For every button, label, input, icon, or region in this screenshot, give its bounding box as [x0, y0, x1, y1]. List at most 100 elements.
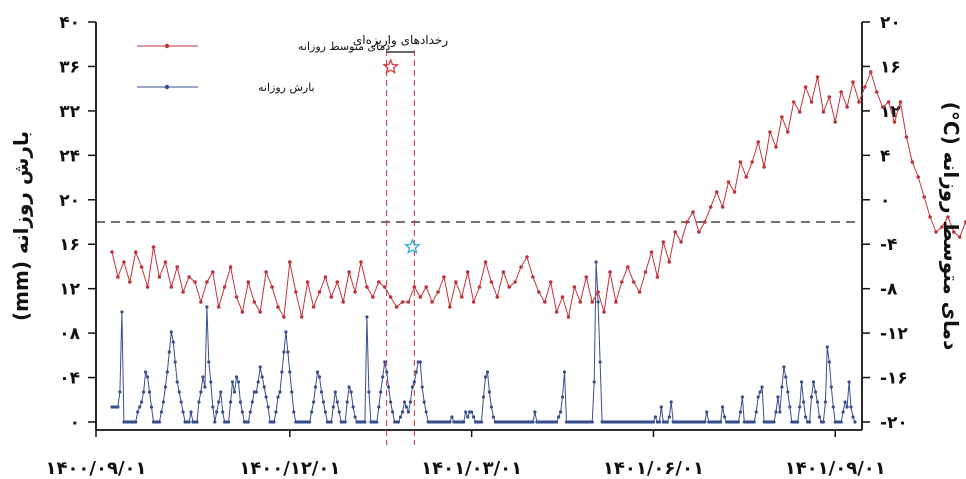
temperature-point — [382, 285, 387, 289]
precipitation-point — [559, 410, 563, 414]
precipitation-point — [163, 385, 167, 389]
precipitation-point — [138, 405, 142, 409]
precipitation-point — [489, 405, 493, 409]
debris-event-lines — [386, 50, 415, 445]
temperature-point — [122, 260, 126, 264]
precipitation-point — [736, 420, 741, 424]
temperature-point — [400, 300, 405, 304]
right-axis-ticks: -۲۰ -۱۶ -۱۲ -۸ -۴ ۰ ۴ ۱۲ ۱۶ ۲۰ — [862, 13, 908, 433]
precipitation-point — [167, 350, 171, 354]
temperature-point — [341, 300, 346, 304]
precipitation-point — [815, 400, 820, 404]
temperature-point — [246, 280, 251, 284]
precipitation-point — [383, 360, 387, 364]
precipitation-point — [134, 420, 138, 424]
temperature-point — [412, 285, 417, 289]
precipitation-point — [418, 360, 422, 364]
precipitation-point — [343, 420, 347, 424]
precipitation-point — [276, 395, 280, 399]
legend-precip-marker — [164, 84, 170, 90]
precipitation-point — [752, 420, 756, 424]
temperature-point — [768, 130, 772, 134]
temperature-point — [963, 220, 966, 224]
right-tick-label: -۱۲ — [880, 324, 908, 344]
precipitation-point — [533, 410, 537, 414]
precipitation-point — [205, 305, 209, 309]
temperature-point — [145, 285, 150, 289]
left-tick-label: ۰۸ — [59, 324, 80, 344]
precipitation-point — [213, 420, 217, 424]
temperature-point — [845, 105, 849, 109]
temperature-point — [371, 295, 375, 299]
precipitation-point — [802, 400, 806, 404]
temperature-point — [199, 300, 203, 304]
temperature-point — [116, 275, 120, 279]
precipitation-point — [853, 420, 857, 424]
precipitation-point — [562, 370, 567, 374]
temperature-point — [584, 275, 589, 279]
precipitation-point — [118, 390, 122, 394]
temperature-point — [797, 110, 802, 114]
precipitation-point — [256, 380, 260, 384]
precipitation-point — [470, 410, 474, 414]
precipitation-point — [209, 380, 213, 384]
precipitation-point — [420, 385, 424, 389]
temperature-point — [661, 240, 666, 244]
temperature-point — [288, 260, 292, 264]
precipitation-point — [483, 375, 488, 379]
temperature-point — [821, 110, 826, 114]
precipitation-point — [230, 380, 235, 384]
precipitation-point — [217, 400, 221, 404]
temperature-point — [880, 105, 885, 109]
precipitation-point — [207, 360, 211, 364]
x-tick-label: ۱۴۰۱/۰۹/۰۱ — [785, 458, 886, 479]
temperature-point — [946, 215, 950, 219]
precipitation-point — [738, 410, 743, 414]
precipitation-point — [149, 405, 154, 409]
temperature-point — [388, 295, 393, 299]
precipitation-point — [823, 400, 828, 404]
temperature-point — [560, 295, 565, 299]
temperature-point — [507, 285, 512, 289]
precipitation-point — [659, 405, 663, 409]
temperature-point — [454, 280, 458, 284]
precipitation-point — [760, 385, 764, 389]
temperature-point — [578, 300, 583, 304]
precipitation-point — [491, 415, 495, 419]
temperature-point — [928, 215, 932, 219]
precipitation-point — [195, 420, 199, 424]
precipitation-point — [657, 420, 662, 424]
temperature-point — [922, 195, 926, 199]
temperature-point — [222, 285, 227, 289]
temperature-point — [442, 275, 446, 279]
precipitation-point — [288, 370, 292, 374]
temperature-point — [738, 160, 743, 164]
temperature-point — [329, 295, 334, 299]
temperature-point — [110, 250, 114, 254]
temperature-point — [655, 275, 660, 279]
precipitation-point — [375, 420, 379, 424]
precipitation-point — [142, 390, 146, 394]
precipitation-point — [211, 405, 215, 409]
precipitation-point — [555, 420, 559, 424]
precipitation-point — [345, 400, 349, 404]
temperature-point — [483, 260, 488, 264]
precipitation-point — [351, 405, 355, 409]
precipitation-point — [389, 400, 393, 404]
precipitation-point — [422, 400, 426, 404]
precipitation-point — [798, 405, 802, 409]
precipitation-point — [116, 405, 120, 409]
precipitation-point — [596, 300, 600, 304]
temperature-point — [649, 250, 654, 254]
temperature-point — [750, 160, 754, 164]
temperature-point — [276, 305, 280, 309]
temperature-peak-star — [382, 58, 400, 75]
precipitation-point — [337, 410, 341, 414]
precipitation-point — [189, 410, 193, 414]
temperature-point — [133, 250, 138, 254]
precipitation-point — [487, 390, 491, 394]
left-tick-label: ۰ — [70, 413, 80, 433]
precipitation-point — [424, 410, 428, 414]
precipitation-point — [310, 410, 314, 414]
temperature-point — [377, 280, 381, 284]
